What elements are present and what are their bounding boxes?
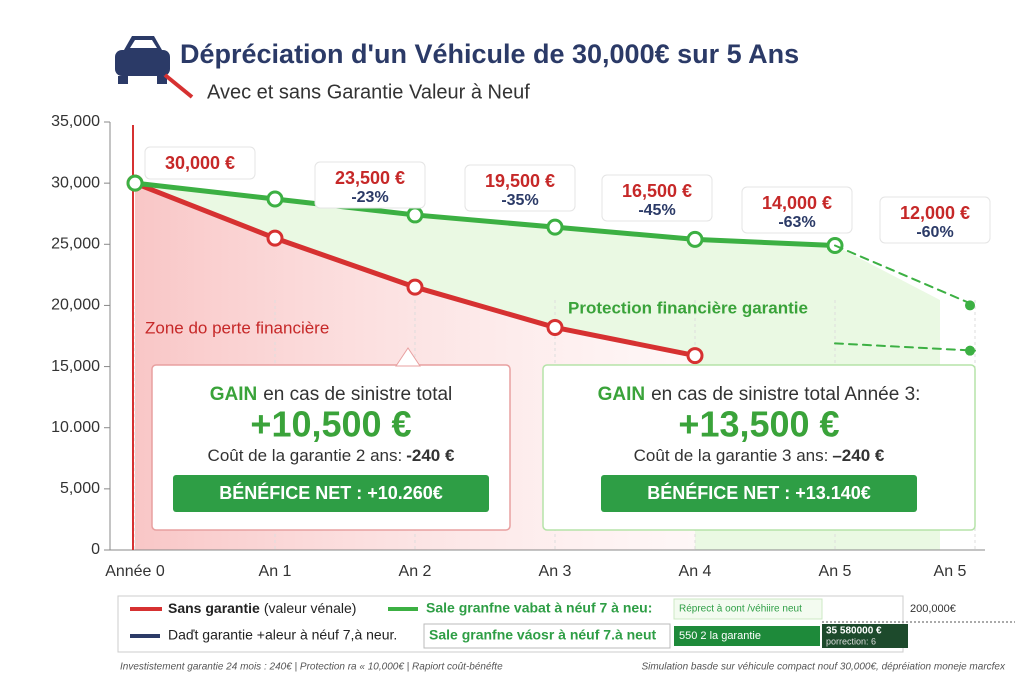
annotation-price: 12,000 € [900,203,970,223]
cost-value: –240 € [832,446,885,465]
y-tick-label: 20,000 [51,297,100,314]
legend-label: Daďt garantie +aleur à néuf 7,à neur. [168,627,397,643]
annotation-price: 30,000 € [165,153,235,173]
annotation-box [144,146,256,180]
net-button [601,475,917,512]
annotation-change: -60% [916,224,953,241]
marker [406,206,424,224]
cost-line: Coût de la garantie 3 ans: –240 € [634,446,885,465]
legend-cell [822,624,908,648]
marker [546,218,564,236]
cost-line: Coût de la garantie 2 ans: -240 € [208,446,455,465]
annotation-box [314,161,426,209]
chart-title: Dépréciation d'un Véhicule de 30,000€ su… [180,39,799,69]
gain-text: en cas de sinistre total Année 3: [651,384,920,405]
y-tick-label: 30,000 [51,174,100,191]
annotation-change: -35% [501,192,538,209]
y-tick-label: 5,000 [60,480,100,497]
gain-text: en cas de sinistre total [263,384,452,405]
annotation-box [879,196,991,244]
dashed-line [834,342,976,352]
legend-label: Sale granfne vabat à néuf 7 à neu: [426,600,652,616]
legend-cell [673,598,823,620]
x-tick-label: An 2 [399,563,432,580]
net-text: BÉNÉFICE NET : +10.260€ [219,482,443,503]
x-tick-label: An 1 [259,563,292,580]
marker [266,190,284,208]
x-tick-label: An 3 [539,563,572,580]
x-tick-label: An 5 [819,563,852,580]
gain-amount: +13,500 € [678,404,839,445]
gain-word: GAIN [598,384,646,405]
cost-label: Coût de la garantie 3 ans: [634,446,829,465]
series-line [132,180,838,249]
chart-subtitle: Avec et sans Garantie Valeur à Neuf [207,81,530,103]
marker [686,347,704,365]
legend-label: 35 580000 € [826,626,882,637]
x-tick-label: Année 0 [105,563,165,580]
footer-note: Investistement garantie 24 mois : 240€ |… [120,662,503,673]
marker [406,278,424,296]
y-tick-label: 15,000 [51,358,100,375]
zone-label: Protection financière garantie [568,298,808,317]
y-tick-label: 25,000 [51,236,100,253]
marker [686,230,704,248]
dashed-line [834,244,976,307]
annotation-price: 23,500 € [335,168,405,188]
gain-amount: +10,500 € [250,404,411,445]
y-tick-label: 35,000 [51,113,100,130]
annotation-price: 16,500 € [622,181,692,201]
marker [126,174,144,192]
annotation-change: -23% [351,189,388,206]
legend-cell [674,626,820,646]
annotation-price: 14,000 € [762,193,832,213]
car-icon [115,36,194,99]
y-tick-label: 10.000 [51,419,100,436]
end-dot [965,345,975,356]
legend-label: Sans garantie (valeur vénale) [168,600,356,616]
marker [546,318,564,336]
marker [266,229,284,247]
footer-note: Simulation basde sur véhicule compact no… [641,662,1006,673]
legend-label: Sale granfne váosr à néuf 7.à neut [429,627,657,643]
y-tick-label: 0 [91,541,100,558]
gain-word: GAIN [210,384,258,405]
legend-label: 550 2 la garantie [679,630,761,642]
cost-value: -240 € [406,446,455,465]
net-text: BÉNÉFICE NET : +13.140€ [647,482,871,503]
legend-label: 200,000€ [910,603,956,615]
annotation-price: 19,500 € [485,171,555,191]
gain-heading: GAIN en cas de sinistre total [210,384,453,405]
annotation-change: -63% [778,214,815,231]
legend-label: Réprect à oont /véhiire neut [679,604,802,615]
x-tick-label: An 5 [934,563,967,580]
legend-note: (valeur vénale) [264,600,357,616]
annotation-box [464,164,576,212]
x-tick-label: An 4 [679,563,712,580]
gain-heading: GAIN en cas de sinistre total Année 3: [598,384,921,405]
end-dot [965,300,975,311]
panel-notch [395,347,421,367]
annotation-change: -45% [638,202,675,219]
legend-cell [423,623,671,649]
annotation-box [601,174,713,222]
legend-name: Sans garantie [168,600,260,616]
annotation-box [741,186,853,234]
legend-label: porrection: 6 [826,636,876,646]
zone-label: Zone do perte financière [145,318,329,337]
net-button [173,475,489,512]
cost-label: Coût de la garantie 2 ans: [208,446,403,465]
